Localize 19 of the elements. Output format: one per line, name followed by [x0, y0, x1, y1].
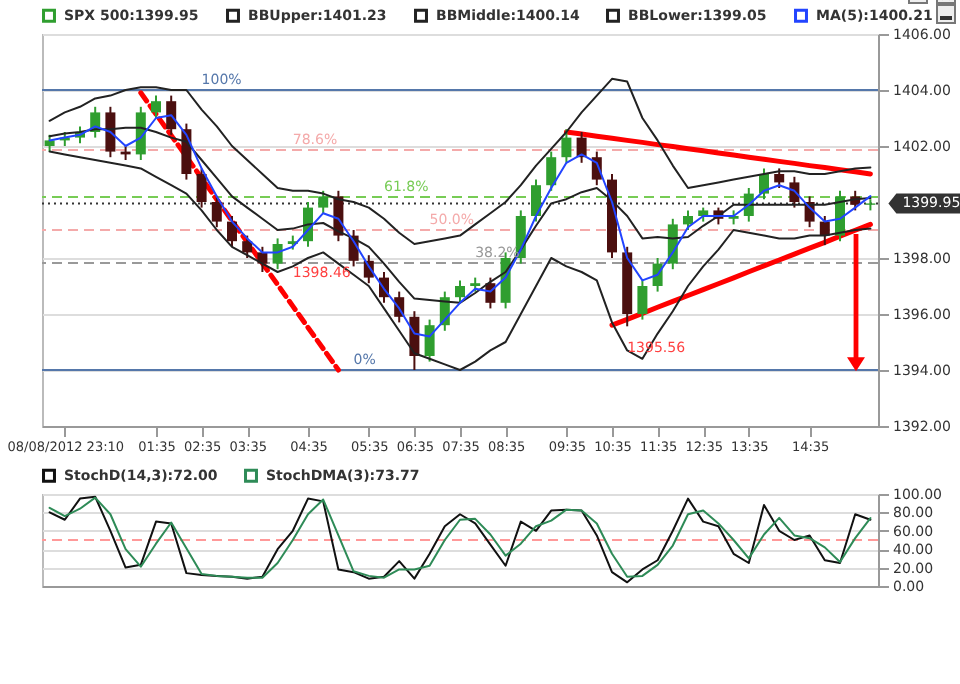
candlestick	[105, 105, 116, 159]
candlestick	[546, 150, 557, 192]
line-series	[48, 77, 872, 245]
candlestick	[531, 178, 541, 223]
candlestick	[318, 189, 329, 215]
candlestick	[211, 195, 222, 229]
candlestick	[561, 128, 572, 164]
candlestick	[455, 279, 465, 304]
candlestick	[683, 209, 693, 231]
candlestick	[637, 279, 648, 321]
candlestick	[272, 237, 283, 271]
candlestick	[196, 167, 207, 209]
candlestick	[151, 94, 161, 119]
line-series	[48, 150, 872, 371]
candlestick	[166, 94, 177, 136]
line-series	[563, 129, 873, 177]
candlestick	[774, 167, 785, 189]
candlestick	[424, 318, 435, 363]
candlestick	[242, 234, 253, 259]
